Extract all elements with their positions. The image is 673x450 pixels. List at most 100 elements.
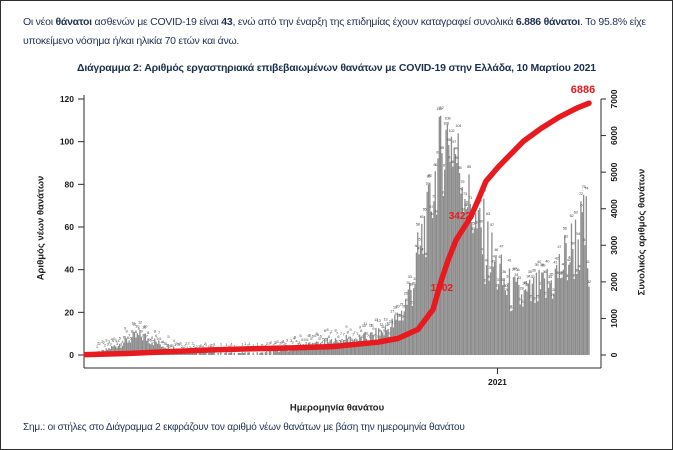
bar-value-label: 48 [414, 243, 419, 248]
bar [560, 278, 562, 355]
bar [415, 252, 418, 355]
bar-value-label: 2 [104, 342, 107, 347]
bar [274, 349, 276, 355]
intro-segment: 43 [221, 16, 233, 28]
bar [429, 182, 431, 355]
bar [485, 264, 488, 355]
intro-segment: Οι νέοι [23, 16, 56, 28]
bar [322, 344, 324, 355]
bar [547, 287, 550, 355]
bar-value-label: 8 [147, 330, 150, 335]
bar [437, 158, 439, 355]
bar [495, 256, 497, 355]
bar [282, 348, 284, 355]
bar-value-label: 7 [329, 331, 332, 336]
bar-value-label: 69 [466, 199, 471, 204]
bar-value-label: 47 [557, 244, 562, 249]
bar-value-label: 112 [438, 105, 445, 110]
bar-value-label: 8 [347, 329, 350, 334]
bar [464, 198, 466, 355]
bar [351, 343, 353, 355]
chart-panel: 0 20 40 60 80 100 120 0 1000 2000 3000 4000 5000 6000… [1, 80, 672, 416]
bar-value-label: 5 [150, 338, 153, 343]
bar-value-label: 5 [318, 336, 321, 341]
bar [230, 351, 233, 355]
bar [483, 198, 485, 355]
bar-value-label: 3 [120, 342, 123, 347]
bar-value-label: 71 [468, 195, 473, 200]
bar [472, 232, 474, 355]
bar [154, 338, 156, 355]
bar-value-label: 8 [326, 327, 329, 332]
bar-value-label: 16 [401, 313, 406, 318]
bar-value-label: 20 [396, 303, 401, 308]
bar-value-label: 4 [301, 337, 304, 342]
bar-value-label: 4 [112, 338, 115, 343]
bar [341, 344, 343, 355]
bar-value-label: 7 [146, 333, 149, 338]
bar [468, 174, 470, 355]
bar [352, 340, 354, 355]
bar [288, 350, 291, 355]
bar-value-label: 1 [247, 342, 250, 347]
bar-value-label: 9 [140, 328, 143, 333]
bar-value-label: 23 [410, 299, 415, 304]
bar [283, 349, 285, 355]
bar-value-label: 26 [551, 292, 556, 297]
left-axis-tick-label: 40 [65, 265, 75, 275]
bar-value-label: 42 [485, 257, 490, 262]
bar-value-label: 5 [341, 337, 344, 342]
bar [202, 351, 204, 355]
bar [520, 294, 523, 355]
y-axis-left-title: Αριθμός νέων θανάτων [35, 175, 47, 281]
bar [557, 277, 559, 355]
bar-value-label: 3 [174, 342, 177, 347]
bar [511, 310, 513, 355]
bar-value-label: 7 [128, 332, 131, 337]
bar-value-label: 12 [138, 319, 143, 324]
bar [488, 280, 490, 355]
bar [458, 172, 461, 355]
bar-value-label: 42 [555, 255, 560, 260]
bar [492, 266, 494, 355]
bar [205, 351, 207, 355]
bar-value-label: 5 [294, 334, 297, 339]
bar-value-label: 12 [385, 322, 390, 327]
bar [414, 283, 416, 355]
bar-value-label: 27 [544, 290, 549, 295]
bar [348, 342, 350, 355]
bar [518, 284, 520, 355]
bar-value-label: 46 [424, 251, 429, 256]
bar [266, 351, 268, 355]
bar [355, 343, 357, 355]
bar-value-label: 3 [163, 341, 166, 346]
right-axis-tick-label: 7000 [609, 89, 619, 108]
bar [136, 333, 138, 355]
bar [479, 207, 481, 355]
bar-value-label: 6 [155, 333, 158, 338]
bar-value-label: 4 [173, 338, 176, 343]
bar-value-label: 39 [541, 262, 546, 267]
bar-value-label: 6 [130, 335, 133, 340]
bar-value-label: 31 [547, 279, 552, 284]
bar [434, 171, 436, 355]
bar-value-label: 6 [316, 331, 319, 336]
right-axis-tick-label: 0 [609, 352, 619, 357]
chart-title: Διάγραμμα 2: Αριθμός εργαστηριακά επιβεβ… [77, 61, 596, 74]
bar-value-label: 41 [491, 258, 496, 263]
bar [524, 289, 527, 355]
bar [361, 341, 364, 355]
bar [473, 228, 476, 355]
bar [140, 336, 142, 355]
x-axis-tick-label: 2021 [488, 377, 507, 387]
bar-value-label: 7 [142, 333, 145, 338]
bar [418, 254, 420, 355]
bar-value-label: 2 [275, 340, 278, 345]
bar-value-label: 36 [502, 269, 507, 274]
bar-value-label: 13 [377, 318, 382, 323]
intro-segment: ασθενών με COVID-19 είναι [91, 16, 222, 28]
bar-value-label: 10 [143, 323, 148, 328]
bar-value-label: 10 [362, 323, 367, 328]
bar [558, 253, 560, 355]
bar-value-label: 19 [393, 304, 398, 309]
